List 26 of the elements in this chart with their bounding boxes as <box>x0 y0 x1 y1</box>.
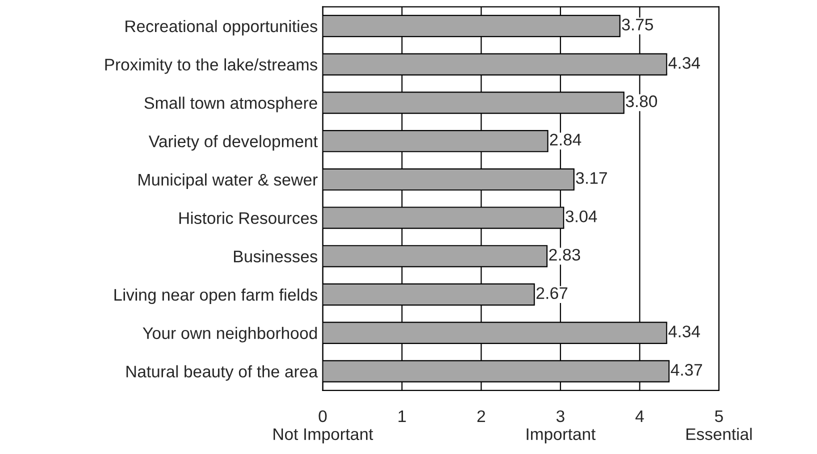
y-tick-label: Proximity to the lake/streams <box>105 58 318 74</box>
y-tick-label: Recreational opportunities <box>126 20 318 36</box>
y-tick-label: Variety of development <box>148 135 318 151</box>
x-tick-label: 0 Not Important <box>274 410 374 444</box>
y-tick-label: Small town atmosphere <box>144 96 318 112</box>
y-tick-label: Businesses <box>234 250 318 262</box>
data-label: 3.04 <box>566 210 597 222</box>
x-tick-label: 3 Important <box>526 410 596 444</box>
x-tick-label: 5 Essential <box>686 410 752 440</box>
x-tick-label: 2 <box>477 410 486 422</box>
y-tick-label: Living near open farm fields <box>114 288 318 304</box>
data-label: 4.34 <box>668 326 700 338</box>
x-tick-label: 4 <box>635 410 644 422</box>
data-label: 2.84 <box>550 134 582 146</box>
data-label: 3.17 <box>576 172 607 184</box>
y-tick-label: Natural beauty of the area <box>126 365 318 381</box>
data-label: 2.83 <box>549 248 580 261</box>
data-label: 4.37 <box>670 364 702 376</box>
y-tick-label: Historic Resources <box>179 212 318 224</box>
data-label: 4.34 <box>668 57 700 69</box>
data-label: 3.80 <box>626 95 658 108</box>
y-tick-label: Your own neighborhood <box>142 326 317 342</box>
x-tick-label: 1 <box>398 410 406 422</box>
data-label: 3.75 <box>622 18 654 30</box>
data-label: 2.67 <box>536 287 568 300</box>
y-tick-label: Municipal water & sewer <box>138 173 318 189</box>
